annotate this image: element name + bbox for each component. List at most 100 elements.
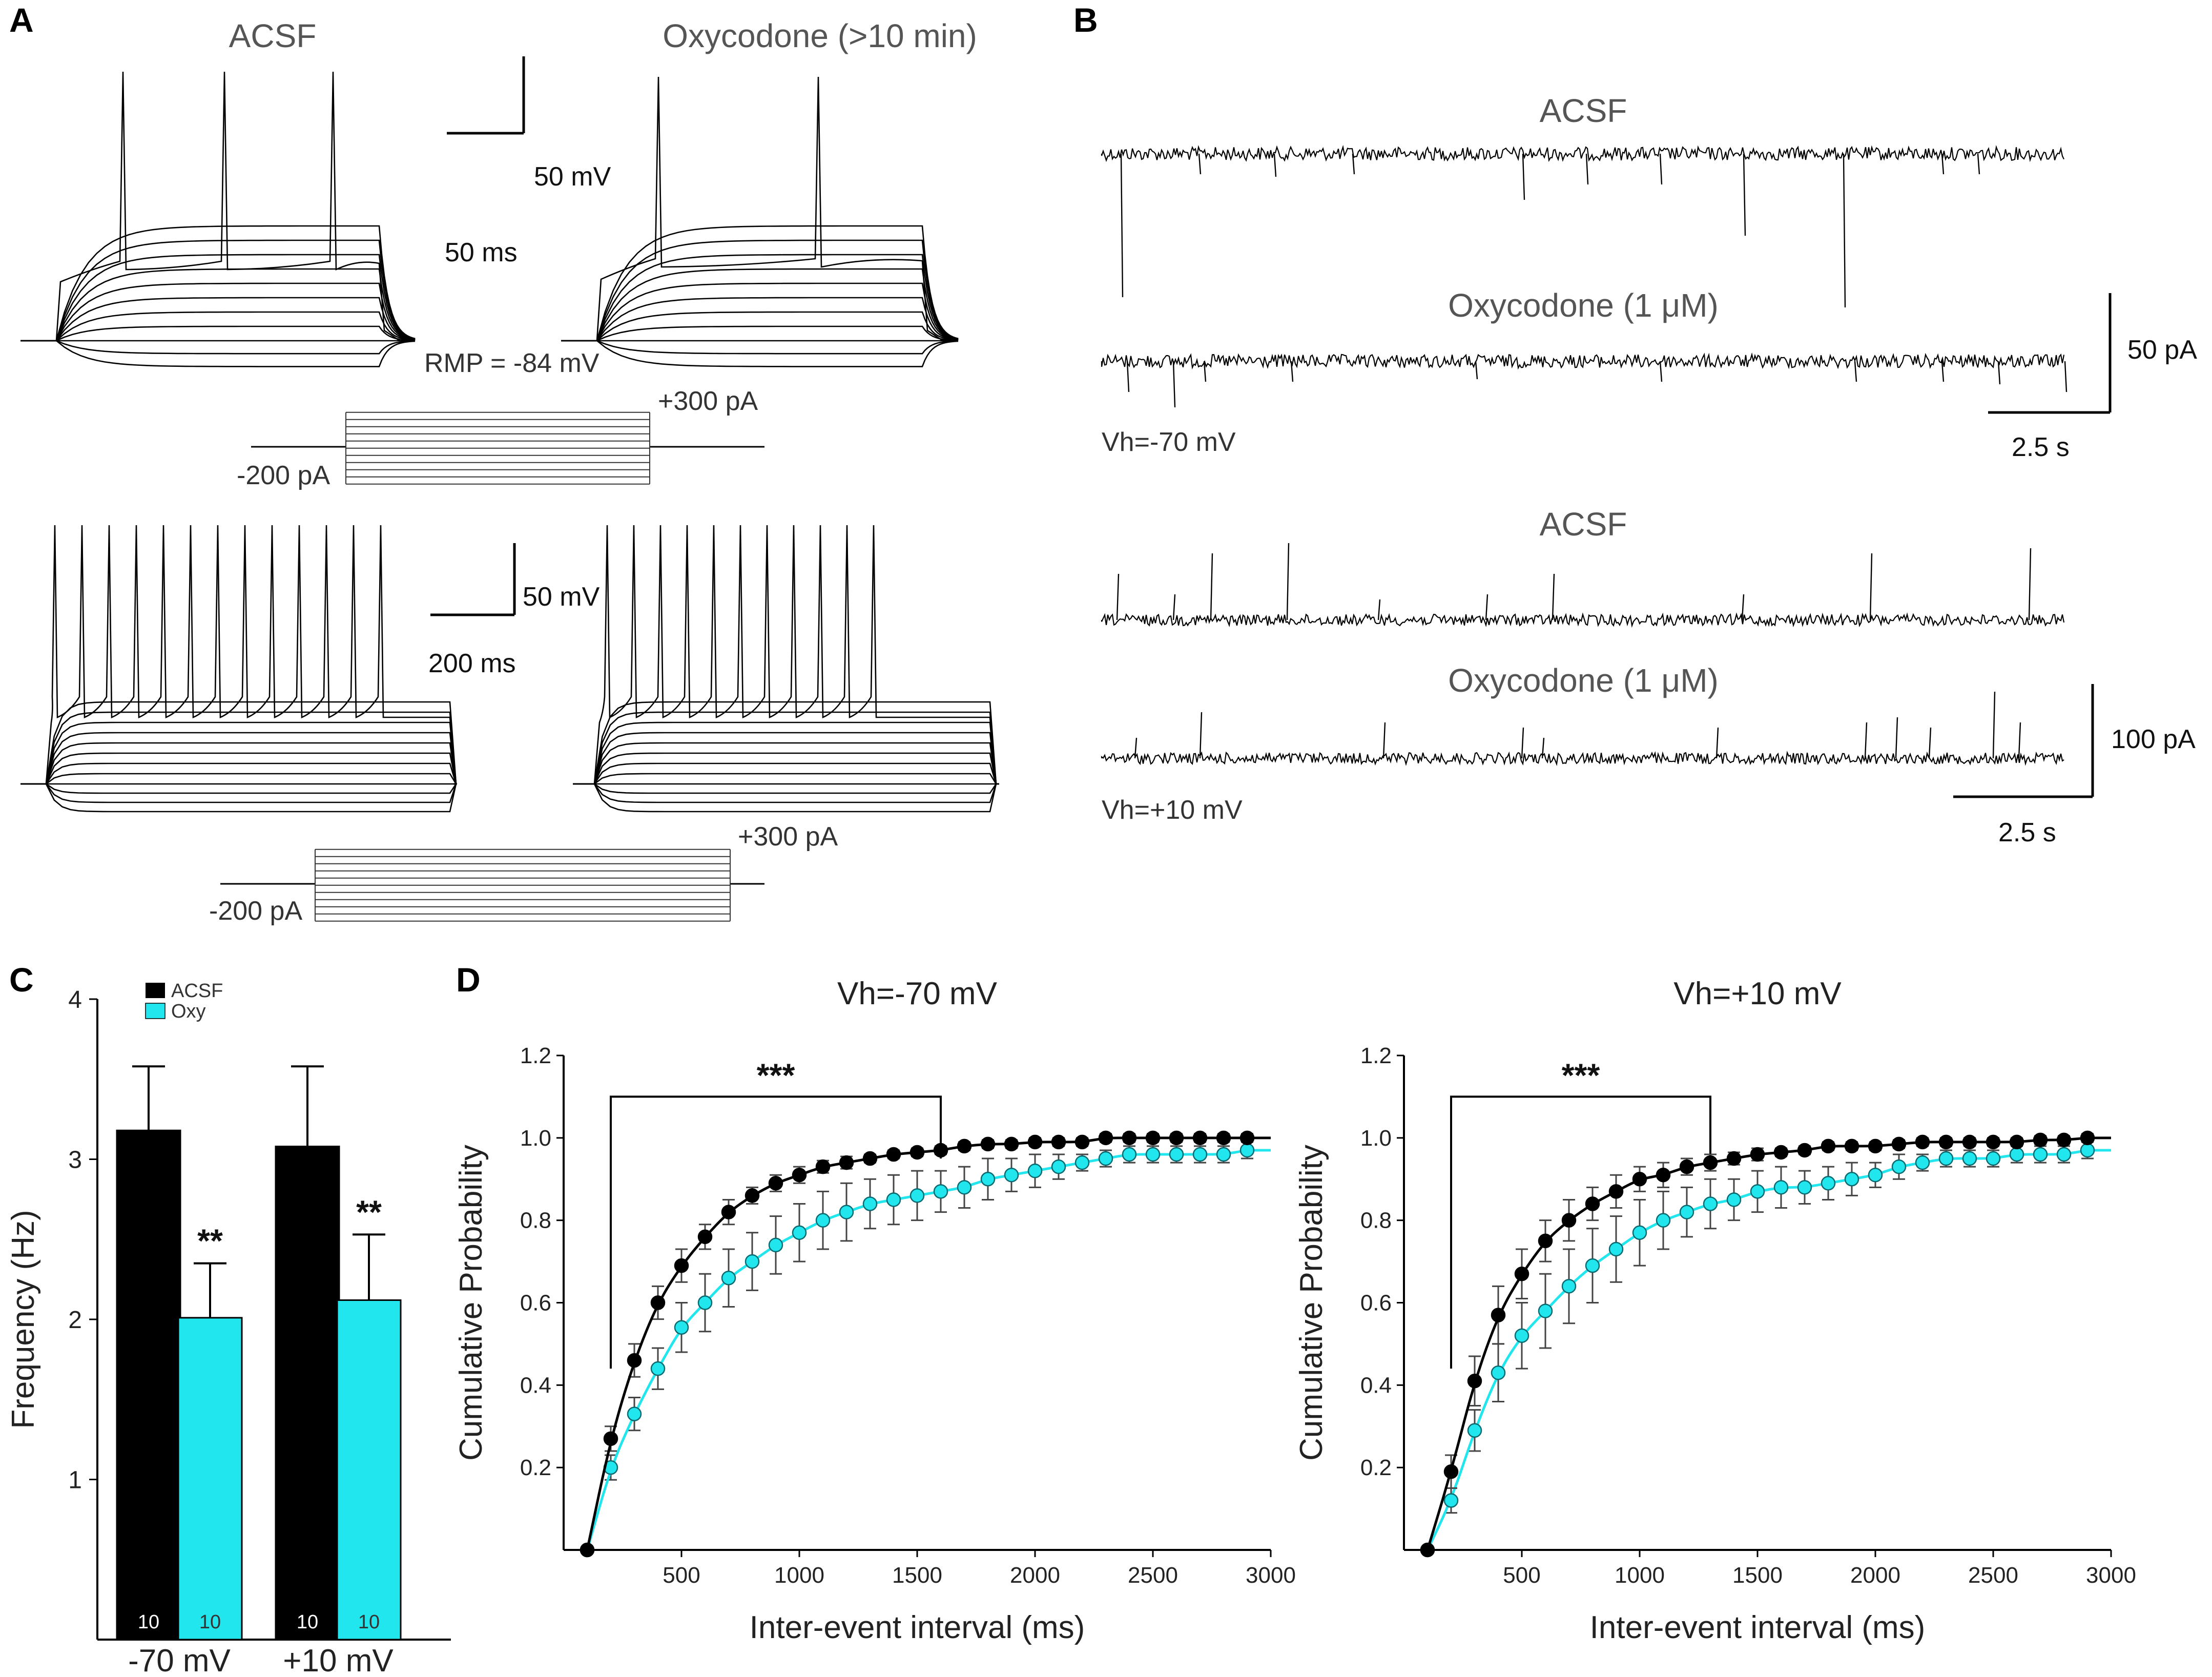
c-y-tick-label: 1 [68,1467,82,1494]
d-point [1656,1167,1671,1183]
c-y-tick-label: 3 [68,1147,82,1174]
c-category-label: -70 mV [128,1643,231,1677]
b-scale2-i: 100 pA [2111,724,2196,754]
panel-letter-a: A [9,1,34,39]
d-y-tick-label: 0.6 [520,1291,551,1316]
d-y-axis-label: Cumulative Probability [1294,1145,1329,1461]
d-point [839,1155,854,1170]
a-bottom-scale-v: 50 mV [523,582,600,612]
d-point [1561,1213,1577,1228]
spiking-sweep [45,525,457,785]
spiking-sweep [55,71,400,342]
d-point [650,1295,666,1310]
event [1286,543,1290,620]
event [1116,573,1120,620]
c-legend-oxy: Oxy [171,1001,206,1022]
a-top-step-protocol [251,411,764,485]
a-top-left-title: ACSF [229,17,317,54]
sweep [561,282,959,342]
sweep [573,752,999,785]
a-top-scale-bar: 50 mV 50 ms [445,56,611,267]
c-significance: ** [356,1193,382,1230]
event [1552,573,1555,620]
c-n-label: 10 [297,1611,318,1633]
event [1741,594,1745,620]
d-point [674,1258,689,1273]
c-legend-acsf: ACSF [171,980,223,1002]
b-title-3: ACSF [1540,506,1627,543]
d-point [1145,1147,1161,1162]
sweep [20,225,416,342]
b-title-1: ACSF [1540,92,1627,129]
b-scale-bar-2 [1953,684,2094,798]
d-x-tick-label: 3000 [1246,1563,1296,1588]
panel-b: ACSF Oxycodone (1 μM) 50 pA 2.5 s Vh=-70… [1101,92,2197,847]
trace [1101,751,2064,767]
event [1198,153,1202,175]
b-scale1-i: 50 pA [2127,335,2197,365]
sweep [20,783,458,794]
d-x-tick-label: 3000 [2086,1563,2136,1588]
b-scale1-t: 2.5 s [2012,432,2070,462]
d-point [1986,1134,2001,1150]
c-bar [336,1299,402,1641]
d-x-tick-label: 2000 [1010,1563,1060,1588]
event [1928,727,1932,759]
d-point [1868,1167,1883,1183]
sweep [561,340,959,355]
c-y-axis-label: Frequency (Hz) [6,1210,41,1428]
d-point [1703,1155,1718,1170]
d-point [768,1237,783,1253]
d-point [1938,1134,1954,1150]
d-point [603,1431,618,1446]
c-category-label: +10 mV [283,1643,394,1677]
d-title: Vh=+10 mV [1673,976,1842,1011]
d-point [768,1176,783,1191]
trace [1101,144,2064,162]
d-x-axis-label: Inter-event interval (ms) [1590,1610,1926,1645]
d-significance: *** [757,1057,795,1093]
d-point [1773,1180,1789,1195]
sweep [20,268,416,342]
a-top-right-traces [561,76,959,367]
c-legend-swatch-oxy [145,1003,166,1019]
d-point [862,1151,878,1166]
d-point [1491,1308,1506,1322]
d-x-tick-label: 2500 [1968,1563,2018,1588]
d-point [1467,1374,1482,1389]
d-point [650,1361,666,1376]
d-point [1074,1155,1090,1170]
sweep [573,783,999,803]
d-point [697,1295,713,1310]
d-point [1632,1172,1647,1187]
sweep [561,297,959,342]
c-n-label: 10 [199,1611,221,1633]
panel-letter-d: D [456,961,481,999]
d-point [1608,1184,1624,1199]
d-point [1098,1130,1113,1146]
a-bottom-left-traces [20,525,458,813]
d-point [1074,1134,1090,1150]
d-point [1004,1167,1019,1183]
d-point [745,1254,760,1269]
d-x-tick-label: 1500 [1732,1563,1783,1588]
d-point [1891,1136,1907,1152]
d-point [1027,1163,1043,1178]
event [1715,727,1719,759]
sweep [20,783,457,803]
d-y-tick-label: 1.0 [520,1126,551,1151]
a-bottom-step-protocol [220,848,764,922]
event [1585,153,1589,185]
event [1382,722,1386,759]
d-point [697,1229,713,1245]
event [1541,737,1545,759]
b-vh1: Vh=-70 mV [1102,427,1236,457]
d-point [1122,1147,1137,1162]
a-top-left-traces [20,71,416,367]
d-point [1027,1134,1043,1150]
event [1854,361,1857,382]
d-curve [586,1149,1271,1550]
event [1485,594,1489,620]
d-x-tick-label: 1000 [1615,1563,1665,1588]
